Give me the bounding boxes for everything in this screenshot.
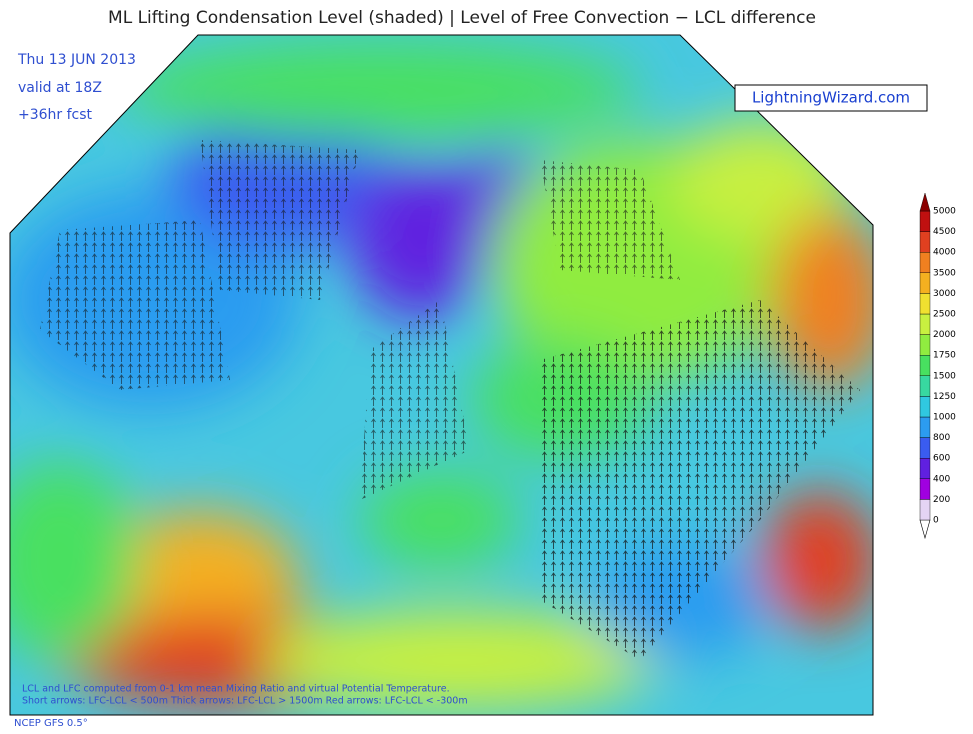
footnote: Short arrows: LFC-LCL < 500m Thick arrow… [22, 696, 468, 707]
valid-time: valid at 18Z [18, 80, 102, 96]
colorbar-segment [919, 458, 931, 480]
colorbar-label: 4500 [933, 227, 956, 237]
colorbar-label: 1500 [933, 371, 956, 381]
colorbar-label: 5000 [933, 207, 956, 217]
colorbar-label: 2500 [933, 310, 956, 320]
date-info: Thu 13 JUN 2013 valid at 18Z +36hr fcst [17, 52, 136, 123]
colorbar-segment [919, 416, 931, 438]
colorbar-segment [919, 210, 931, 232]
colorbar-segment [919, 293, 931, 315]
forecast-hour: +36hr fcst [18, 107, 93, 123]
date: Thu 13 JUN 2013 [17, 52, 136, 68]
colorbar: 0 200 400 600 800 1000 1250 1500 1750 2000 2500 300… [919, 192, 956, 540]
colorbar-segment [919, 437, 931, 459]
brand-box [734, 84, 928, 112]
source: NCEP GFS 0.5° [14, 718, 88, 729]
colorbar-segment [919, 313, 931, 335]
footnote: LCL and LFC computed from 0-1 km mean Mi… [22, 684, 450, 695]
colorbar-segment [919, 334, 931, 356]
colorbar-segment [919, 499, 931, 521]
colorbar-segment [919, 251, 931, 273]
colorbar-segment [919, 231, 931, 253]
colorbar-segment [919, 355, 931, 377]
colorbar-label: 0 [933, 516, 939, 526]
title: ML Lifting Condensation Level (shaded) |… [108, 8, 816, 28]
colorbar-segment [919, 396, 931, 418]
colorbar-label: 3000 [933, 289, 956, 299]
colorbar-label: 1250 [933, 392, 956, 402]
colorbar-label: 200 [933, 495, 950, 505]
colorbar-over [919, 192, 931, 212]
colorbar-label: 1000 [933, 413, 956, 423]
colorbar-label: 2000 [933, 330, 956, 340]
brand: LightningWizard.com [752, 89, 910, 107]
map-border [9, 34, 874, 716]
map [10, 35, 873, 715]
colorbar-label: 1750 [933, 351, 956, 361]
colorbar-segment [919, 272, 931, 294]
colorbar-label: 4000 [933, 248, 956, 258]
colorbar-label: 800 [933, 433, 950, 443]
colorbar-label: 400 [933, 474, 950, 484]
colorbar-segment [919, 478, 931, 500]
colorbar-label: 600 [933, 454, 950, 464]
colorbar-segment [919, 375, 931, 397]
colorbar-label: 3500 [933, 268, 956, 278]
colorbar-under [919, 519, 931, 540]
